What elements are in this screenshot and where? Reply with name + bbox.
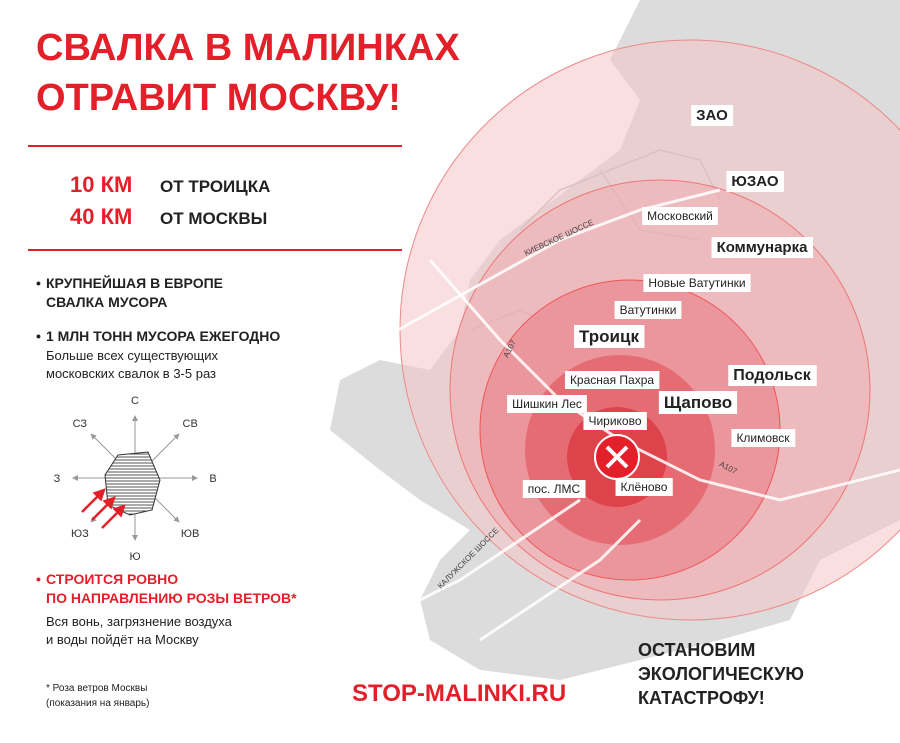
place-box [615,478,673,496]
rose-direction: З [54,473,61,485]
bullet-heading: СВАЛКА МУСОРА [46,294,167,310]
bullet-heading: 1 МЛН ТОНН МУСОРА ЕЖЕГОДНО [46,328,280,344]
warning-text: и воды пойдёт на Москву [46,632,199,647]
rose-shape [104,451,161,516]
rose-direction: СЗ [73,418,88,430]
place-label: Красная Пахра [570,373,654,387]
place-box [691,105,734,126]
place-label: Климовск [736,431,790,445]
place-label: Чириково [588,414,641,428]
place-box [658,391,738,414]
distance-value: 40 КМ [70,204,132,229]
place-box [643,274,751,292]
bullet-dot: • [36,571,41,587]
map: ЗАО ЮЗАО Московский Коммунарка Новые Ватутин… [330,0,900,680]
distance-label: ОТ МОСКВЫ [160,209,267,228]
bullet-text: Больше всех существующих [46,348,218,363]
place-label: Коммунарка [717,239,809,256]
footnote: (показания на январь) [46,698,149,709]
place-box [583,412,647,430]
dump-cross [605,445,629,469]
place-label: Московский [647,209,713,223]
place-box [731,429,796,447]
place-box [711,237,814,258]
place-label: Клёново [621,480,668,494]
distance-label: ОТ ТРОИЦКА [160,177,270,196]
place-box [726,171,784,192]
rose-direction: СВ [183,418,198,430]
warning-text: Вся вонь, загрязнение воздуха [46,614,233,629]
place-label: Новые Ватутинки [648,276,745,290]
warning-heading: СТРОИТСЯ РОВНО [46,571,178,587]
website: STOP-MALINKI.RU [352,680,566,707]
wind-rose: С СВ В ЮВ Ю ЮЗ З СЗ [54,395,217,563]
rose-direction: В [209,473,216,485]
bullet-heading: КРУПНЕЙШАЯ В ЕВРОПЕ [46,274,223,291]
slogan: КАТАСТРОФУ! [638,688,765,708]
rose-direction: ЮЗ [71,528,89,540]
place-label: Подольск [733,367,811,384]
place-box [614,301,682,319]
bullet-dot: • [36,275,41,291]
place-label: ЮЗАО [731,173,779,190]
place-box [574,325,645,348]
rose-direction: С [131,395,139,407]
place-box [564,371,660,389]
rose-direction: ЮВ [181,528,199,540]
distance-value: 10 КМ [70,172,132,197]
wind-arrows [81,488,126,529]
bullet-text: московских свалок в 3-5 раз [46,366,216,381]
place-label: Ватутинки [620,303,677,317]
bullet-dot: • [36,328,41,344]
warning-heading: ПО НАПРАВЛЕНИЮ РОЗЫ ВЕТРОВ* [46,590,297,606]
footnote: * Роза ветров Москвы [46,683,147,694]
slogan: ЭКОЛОГИЧЕСКУЮ [638,664,804,684]
place-label: Троицк [579,327,639,346]
title-line: ОТРАВИТ МОСКВУ! [36,77,401,119]
place-box [522,480,586,498]
place-label: пос. ЛМС [528,482,581,496]
place-box [507,395,587,413]
place-label: ЗАО [696,107,728,124]
place-label: Шишкин Лес [512,397,582,411]
rose-direction: Ю [129,551,140,563]
slogan: ОСТАНОВИМ [638,640,755,660]
place-label: Щапово [664,393,732,412]
title-line: СВАЛКА В МАЛИНКАХ [36,27,460,69]
place-box [642,207,718,225]
place-box [728,365,817,386]
